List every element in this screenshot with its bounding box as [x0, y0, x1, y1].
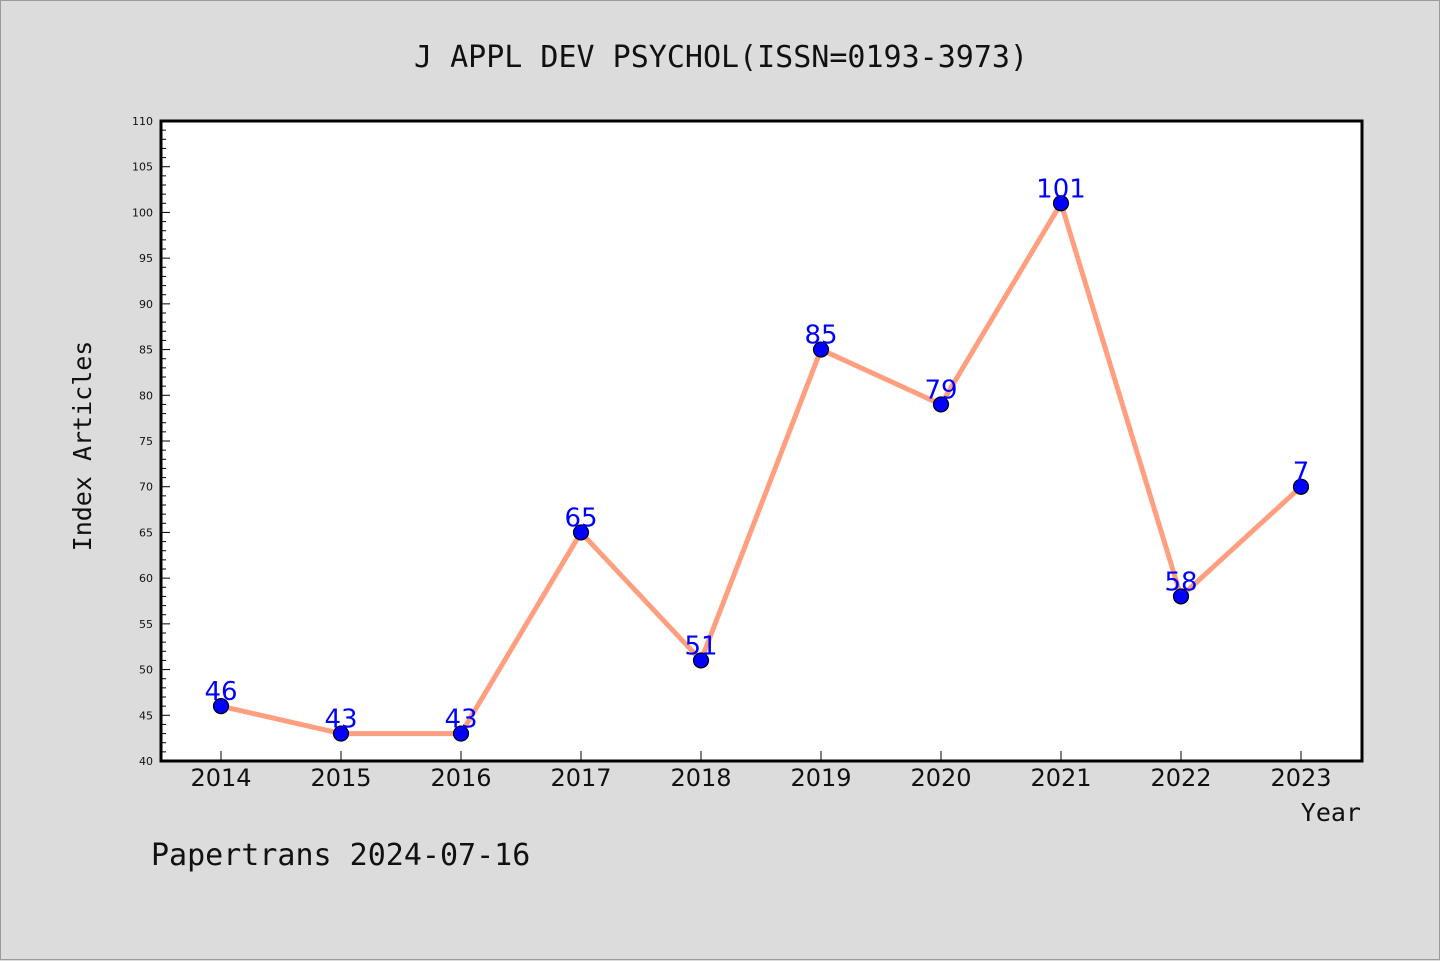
footer-caption: Papertrans 2024-07-16 [151, 838, 530, 873]
x-tick-label: 2014 [190, 764, 251, 792]
y-tick-label: 40 [139, 755, 153, 768]
chart-title: J APPL DEV PSYCHOL(ISSN=0193-3973) [414, 40, 1028, 75]
data-label: 43 [324, 705, 357, 735]
series-line-group [218, 200, 1304, 737]
y-tick-label: 65 [139, 526, 153, 539]
x-axis-ticks: 2014 2015 2016 2017 2018 2019 2020 2021 2022 2023 [190, 751, 1332, 792]
data-label: 7 [1293, 458, 1310, 488]
data-point [212, 698, 230, 715]
x-tick-label: 2023 [1270, 764, 1331, 792]
data-markers [212, 195, 1310, 742]
y-tick-label: 70 [139, 481, 153, 494]
series-line [218, 200, 1304, 737]
plot-area [161, 121, 1362, 761]
y-tick-label: 85 [139, 344, 153, 357]
x-tick-label: 2019 [790, 764, 851, 792]
y-tick-label: 60 [139, 572, 153, 585]
data-label: 46 [204, 677, 237, 707]
y-tick-label: 110 [132, 115, 153, 128]
y-axis-label: Index Articles [68, 341, 97, 552]
data-label: 79 [924, 375, 957, 405]
data-point [572, 524, 590, 541]
y-tick-label: 100 [132, 206, 153, 219]
data-point [332, 725, 350, 742]
data-point [812, 341, 830, 358]
y-tick-label: 90 [139, 298, 153, 311]
data-label: 58 [1164, 567, 1197, 597]
data-labels: 46 43 43 65 51 85 79 101 58 7 [204, 174, 1309, 734]
x-tick-label: 2016 [430, 764, 491, 792]
x-tick-label: 2018 [670, 764, 731, 792]
x-tick-label: 2015 [310, 764, 371, 792]
x-tick-label: 2020 [910, 764, 971, 792]
data-point [1172, 588, 1190, 605]
data-label: 85 [804, 321, 837, 351]
data-label: 65 [564, 503, 597, 533]
data-label: 101 [1036, 174, 1086, 204]
data-label: 51 [684, 631, 717, 661]
y-tick-label: 80 [139, 389, 153, 402]
data-point [932, 396, 950, 413]
x-tick-label: 2021 [1030, 764, 1091, 792]
y-tick-label: 95 [139, 252, 153, 265]
plot-border [159, 119, 1364, 763]
data-label: 43 [444, 705, 477, 735]
data-point [1052, 195, 1070, 212]
y-tick-label: 55 [139, 618, 153, 631]
x-axis-label: Year [1301, 798, 1361, 827]
y-tick-label: 75 [139, 435, 153, 448]
data-point [692, 652, 710, 669]
x-tick-label: 2017 [550, 764, 611, 792]
y-axis-ticks: 40 45 50 55 60 65 70 75 80 85 90 95 100 105 110 [132, 115, 153, 768]
x-tick-label: 2022 [1150, 764, 1211, 792]
data-point [1292, 478, 1310, 495]
data-point [452, 725, 470, 742]
y-tick-label: 105 [132, 161, 153, 174]
y-tick-label: 50 [139, 664, 153, 677]
y-tick-label: 45 [139, 709, 153, 722]
